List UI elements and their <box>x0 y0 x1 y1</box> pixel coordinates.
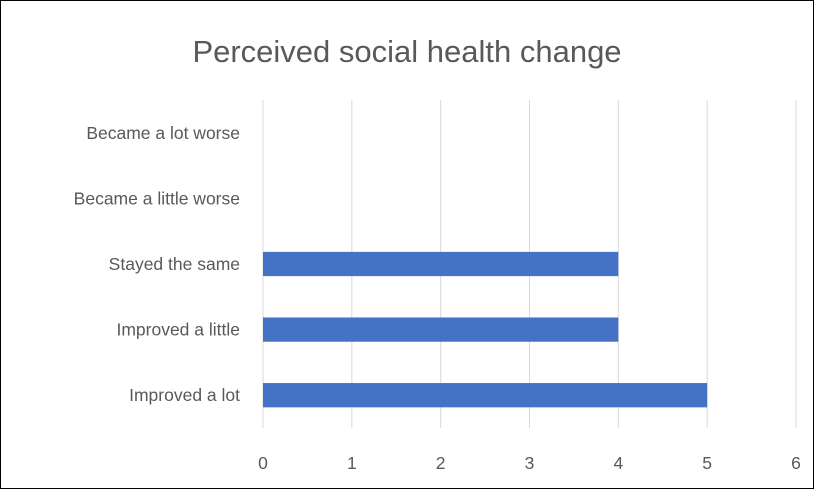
x-tick-labels: 0 1 2 3 4 5 6 <box>258 453 801 473</box>
category-label-stayed-the-same: Stayed the same <box>109 254 240 274</box>
category-label-improved-a-little: Improved a little <box>116 320 240 340</box>
bar-stayed-the-same <box>263 251 619 277</box>
x-tick-label-1: 1 <box>347 453 357 473</box>
x-tick-label-5: 5 <box>702 453 712 473</box>
bar-improved-a-little <box>263 317 619 342</box>
x-tick-label-4: 4 <box>613 453 623 473</box>
chart-title: Perceived social health change <box>192 34 622 69</box>
category-labels: Became a lot worse Became a little worse S… <box>74 123 240 405</box>
category-label-became-a-lot-worse: Became a lot worse <box>86 123 240 143</box>
bar-improved-a-lot <box>263 383 708 408</box>
bars <box>263 251 708 408</box>
x-tick-label-3: 3 <box>525 453 535 473</box>
x-tick-label-0: 0 <box>258 453 268 473</box>
x-tick-label-2: 2 <box>436 453 446 473</box>
x-tick-label-6: 6 <box>791 453 801 473</box>
category-label-improved-a-lot: Improved a lot <box>129 385 240 405</box>
category-label-became-a-little-worse: Became a little worse <box>74 188 240 208</box>
